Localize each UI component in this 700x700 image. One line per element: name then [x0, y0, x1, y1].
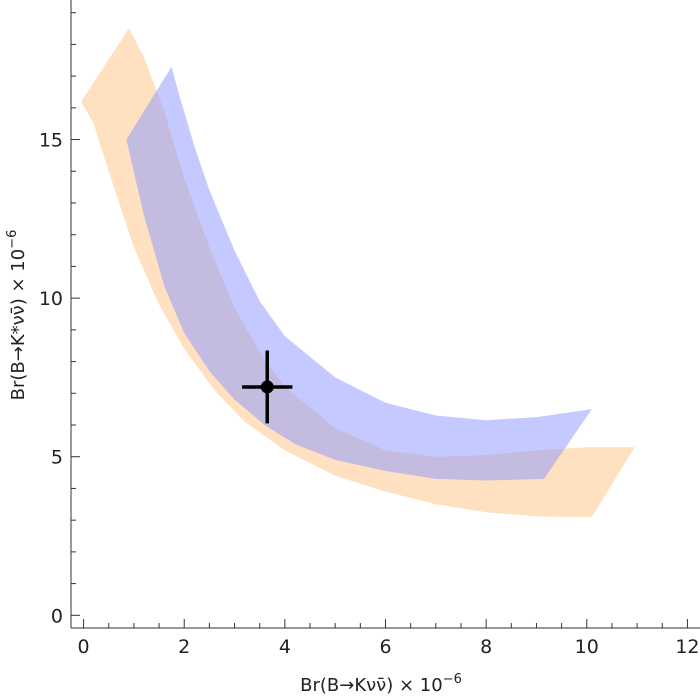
data-point [260, 380, 274, 394]
x-tick-label: 4 [279, 636, 291, 658]
band-1 [81, 28, 635, 517]
x-tick-label: 10 [575, 636, 599, 658]
x-tick-label: 2 [178, 636, 190, 658]
y-tick-label: 15 [39, 130, 63, 152]
y-tick-label: 5 [51, 447, 63, 469]
x-axis-label: Br(B→Kνν̄) × 10−6 [300, 672, 462, 696]
x-tick-label: 6 [379, 636, 391, 658]
x-tick-label: 12 [675, 636, 699, 658]
y-axis-label: Br(B→K*νν̄) × 10−6 [5, 230, 29, 401]
band-2 [126, 66, 592, 481]
y-tick-label: 10 [39, 288, 63, 310]
ticks-layer: 0 2 4 6 8 10 12 0 5 10 15 [39, 12, 700, 658]
x-tick-label: 0 [78, 636, 90, 658]
y-tick-label: 0 [51, 605, 63, 627]
data-point-marker [242, 350, 293, 424]
bands-layer [81, 28, 635, 517]
x-tick-label: 8 [480, 636, 492, 658]
